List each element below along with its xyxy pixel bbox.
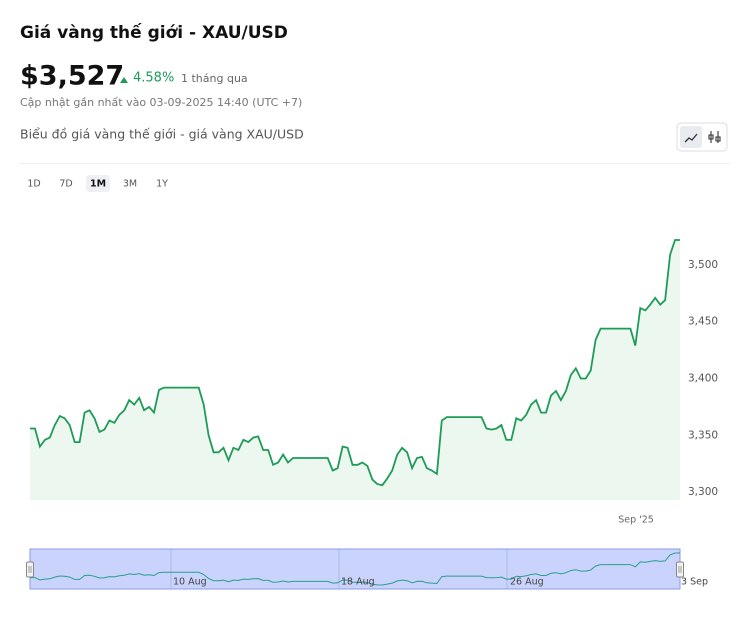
y-tick-label: 3,300	[688, 486, 718, 498]
tab[interactable]: 1M	[90, 179, 106, 190]
navigator-handle[interactable]	[676, 561, 684, 578]
y-tick-label: 3,350	[688, 429, 718, 441]
period: 1 tháng qua	[181, 72, 248, 85]
up-arrow	[120, 77, 128, 83]
y-tick-label: 3,400	[688, 373, 718, 385]
title: Giá vàng thế giới - XAU/USD	[20, 22, 288, 43]
navigator-label: 3 Sep	[681, 577, 708, 588]
x-axis-label: Sep '25	[618, 515, 654, 526]
updated: Cập nhật gần nhất vào 03-09-2025 14:40 (…	[20, 96, 302, 109]
navigator-line	[30, 552, 680, 586]
tabs: 1D 7D 1M 3M 1Y	[27, 175, 168, 192]
line-icon	[684, 133, 698, 143]
navigator-label: 18 Aug	[341, 577, 375, 588]
price: $3,527	[20, 61, 124, 92]
tab[interactable]: 3M	[123, 179, 137, 190]
navigator-label: 26 Aug	[510, 577, 544, 588]
handle-grip	[678, 566, 682, 573]
y-tick-label: 3,500	[688, 259, 718, 271]
navigator-label: 10 Aug	[173, 577, 207, 588]
area	[30, 240, 680, 500]
y-tick-label: 3,450	[688, 316, 718, 328]
tab[interactable]: 1Y	[156, 179, 168, 190]
navigator-handle[interactable]	[26, 561, 34, 578]
candle-view-button[interactable]	[708, 131, 721, 143]
tab[interactable]: 7D	[59, 179, 72, 190]
line-view-button[interactable]	[680, 126, 702, 148]
navigator: 10 Aug 18 Aug 26 Aug 3 Sep	[26, 548, 708, 590]
handle-grip	[28, 566, 32, 573]
line	[30, 239, 680, 487]
change: 4.58%	[133, 71, 174, 86]
tab-active-bg	[86, 175, 110, 192]
subtitle: Biểu đồ giá vàng thế giới - giá vàng XAU…	[20, 127, 304, 142]
tab[interactable]: 1D	[27, 179, 40, 190]
chart: 3,300 3,350 3,400 3,450 3,500 Sep '25	[30, 239, 718, 526]
